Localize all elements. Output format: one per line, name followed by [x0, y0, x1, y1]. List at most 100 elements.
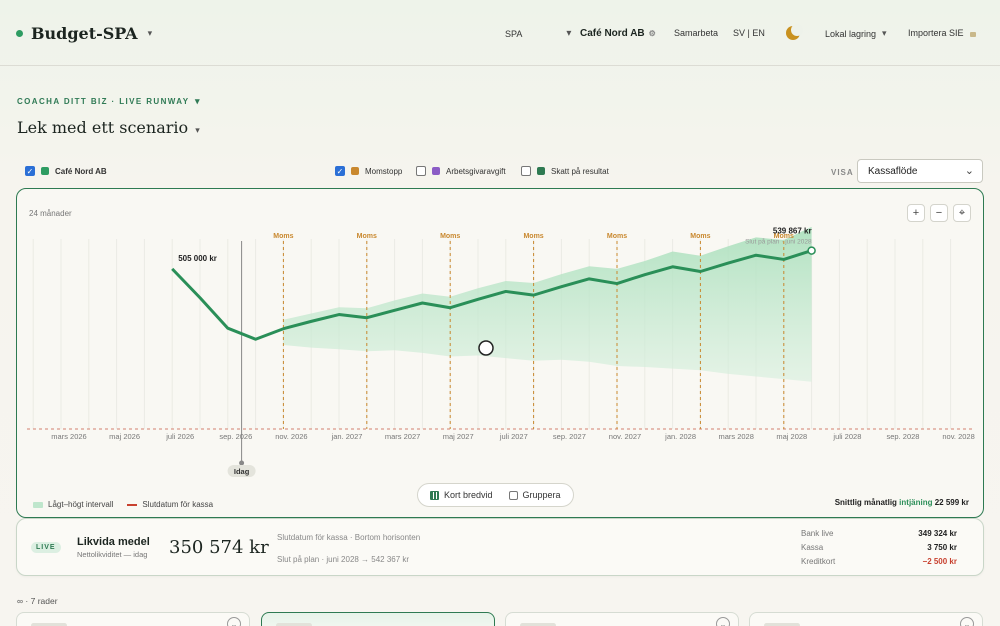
- chevron-down-icon: ▾: [882, 28, 887, 38]
- series-swatch: [351, 167, 359, 175]
- row-card[interactable]: [261, 612, 495, 626]
- x-tick-label: juli 2028: [832, 432, 861, 441]
- cashflow-line: [171, 246, 816, 356]
- liquidity-card[interactable]: LIVE Likvida medel Nettolikviditet — ida…: [16, 518, 984, 576]
- x-tick-label: maj 2026: [109, 432, 140, 441]
- x-tick-label: mars 2027: [385, 432, 420, 441]
- page-eyebrow[interactable]: COACHA DITT BIZ · LIVE RUNWAY ▾: [17, 96, 201, 107]
- chevron-down-icon[interactable]: ⌄: [227, 617, 241, 626]
- filter-momstopp[interactable]: ✓ Momstopp: [335, 166, 402, 176]
- row-card[interactable]: ⌄: [505, 612, 739, 626]
- placeholder-bar: [764, 623, 800, 626]
- end-value-label: 539 867 kr: [773, 227, 812, 236]
- today-label: Idag: [234, 467, 250, 476]
- cursor-ring: [478, 340, 494, 356]
- end-sub-label: Slut på plan · juni 2028: [745, 238, 812, 246]
- today-pill: [227, 465, 256, 477]
- live-badge: LIVE: [31, 542, 61, 553]
- end-point: [807, 246, 816, 255]
- account-row: Bank live 349 324 kr: [801, 529, 957, 538]
- filter-skatt-label: Skatt på resultat: [551, 166, 609, 176]
- x-tick-label: mars 2028: [718, 432, 753, 441]
- app-brand[interactable]: Budget-SPA ▾: [16, 24, 152, 43]
- collab-link[interactable]: Samarbeta: [674, 28, 718, 38]
- horizon-label: 24 månader: [29, 209, 72, 218]
- legend-band-item: Lågt–högt intervall: [33, 500, 113, 509]
- filter-arbetsgivaravgift[interactable]: Arbetsgivaravgift: [416, 166, 506, 176]
- moms-label: Moms: [607, 233, 627, 240]
- checkbox-icon[interactable]: [416, 166, 426, 176]
- zoom-out-button[interactable]: −: [930, 204, 948, 222]
- status-dot: [16, 30, 23, 37]
- language-toggle[interactable]: SV | EN: [733, 28, 765, 38]
- checkbox-icon[interactable]: [521, 166, 531, 176]
- moms-label: Moms: [774, 233, 794, 240]
- view-select-value: Kassaflöde: [868, 166, 918, 177]
- filter-arbetsgivaravgift-label: Arbetsgivaravgift: [446, 166, 506, 176]
- page-title[interactable]: Lek med ett scenario ▾: [17, 118, 200, 137]
- moon-icon[interactable]: [786, 24, 803, 40]
- zoom-controls: + − ⌖: [907, 204, 971, 222]
- filter-company[interactable]: ✓ Café Nord AB: [25, 166, 107, 176]
- toggle-side-by-side[interactable]: Kort bredvid: [430, 490, 493, 500]
- chevron-down-icon: ⌄: [964, 165, 974, 177]
- storage-menu[interactable]: Lokal lagring ▾: [825, 28, 887, 39]
- top-bar: Budget-SPA ▾ SPA ▾ Café Nord AB ⚙ Samarb…: [0, 0, 1000, 66]
- checkbox-checked-icon[interactable]: ✓: [335, 166, 345, 176]
- chevron-down-icon: ▾: [566, 28, 572, 39]
- toggle-group-option[interactable]: Gruppera: [508, 490, 561, 500]
- legend-band-label: Lågt–högt intervall: [48, 500, 114, 509]
- filter-company-label: Café Nord AB: [55, 166, 107, 176]
- liquidity-subtitle: Nettolikviditet — idag: [77, 550, 148, 559]
- account-label: Bank live: [801, 529, 834, 538]
- filter-skatt[interactable]: Skatt på resultat: [521, 166, 609, 176]
- cash-end-date: Slutdatum för kassa · Bortom horisonten: [277, 533, 421, 542]
- reset-zoom-icon[interactable]: ⌖: [953, 204, 971, 222]
- spa-select[interactable]: SPA ▾: [505, 28, 571, 39]
- layout-toggle-group: Kort bredvid Gruppera: [417, 483, 574, 507]
- moms-label: Moms: [357, 233, 377, 240]
- x-tick-label: nov. 2026: [275, 432, 307, 441]
- view-label: VISA: [831, 168, 854, 177]
- chart-legend: Lågt–högt intervall Slutdatum för kassa: [33, 500, 213, 509]
- x-axis: mars 2026 maj 2026 juli 2026 sep. 2026 nov. …: [51, 432, 975, 441]
- today-dot: [239, 460, 245, 466]
- cashflow-chart[interactable]: Moms Moms Moms Moms Moms Moms Moms Idag 505 00…: [17, 189, 984, 518]
- row-card[interactable]: ⌄: [16, 612, 250, 626]
- account-value: −2 500 kr: [922, 557, 957, 566]
- x-tick-label: jan. 2027: [331, 432, 363, 441]
- placeholder-bar: [520, 623, 556, 626]
- columns-icon: [430, 490, 439, 500]
- moms-label: Moms: [440, 233, 460, 240]
- chevron-down-icon[interactable]: ⌄: [960, 617, 974, 626]
- import-sie-button[interactable]: Importera SIE: [908, 28, 976, 38]
- x-tick-label: mars 2026: [51, 432, 86, 441]
- earnings-word: intjäning: [899, 498, 933, 507]
- account-label: Kreditkort: [801, 557, 836, 566]
- placeholder-bar: [31, 623, 67, 626]
- app-name: Budget-SPA: [31, 24, 138, 43]
- checkbox-checked-icon[interactable]: ✓: [25, 166, 35, 176]
- range-band: [283, 226, 812, 382]
- account-row: Kreditkort −2 500 kr: [801, 557, 957, 566]
- chevron-down-icon[interactable]: ⌄: [716, 617, 730, 626]
- moms-label: Moms: [273, 233, 293, 240]
- gear-icon: ⚙: [648, 29, 656, 38]
- start-value-label: 505 000 kr: [178, 254, 217, 263]
- lock-icon: [969, 31, 976, 37]
- company-switcher[interactable]: Café Nord AB ⚙: [580, 28, 656, 39]
- chevron-down-icon: ▾: [195, 126, 200, 136]
- cashflow-polyline: [171, 249, 813, 341]
- view-select[interactable]: Kassaflöde ⌄: [857, 159, 983, 183]
- zoom-in-button[interactable]: +: [907, 204, 925, 222]
- account-value: 3 750 kr: [927, 543, 957, 552]
- moms-label: Moms: [523, 233, 543, 240]
- earnings-prefix: Snittlig månatlig: [834, 498, 897, 507]
- storage-label: Lokal lagring: [825, 28, 877, 39]
- legend-band-swatch: [33, 501, 43, 508]
- legend-line-swatch: [127, 503, 138, 506]
- x-tick-label: sep. 2028: [887, 432, 920, 441]
- avg-earnings: Snittlig månatlig intjäning 22 599 kr: [835, 498, 969, 507]
- filter-momstopp-label: Momstopp: [365, 166, 403, 176]
- row-card[interactable]: ⌄: [749, 612, 983, 626]
